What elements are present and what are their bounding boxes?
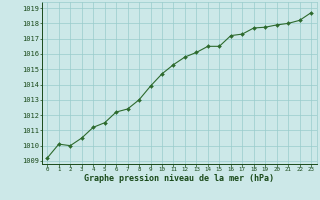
X-axis label: Graphe pression niveau de la mer (hPa): Graphe pression niveau de la mer (hPa) bbox=[84, 174, 274, 183]
